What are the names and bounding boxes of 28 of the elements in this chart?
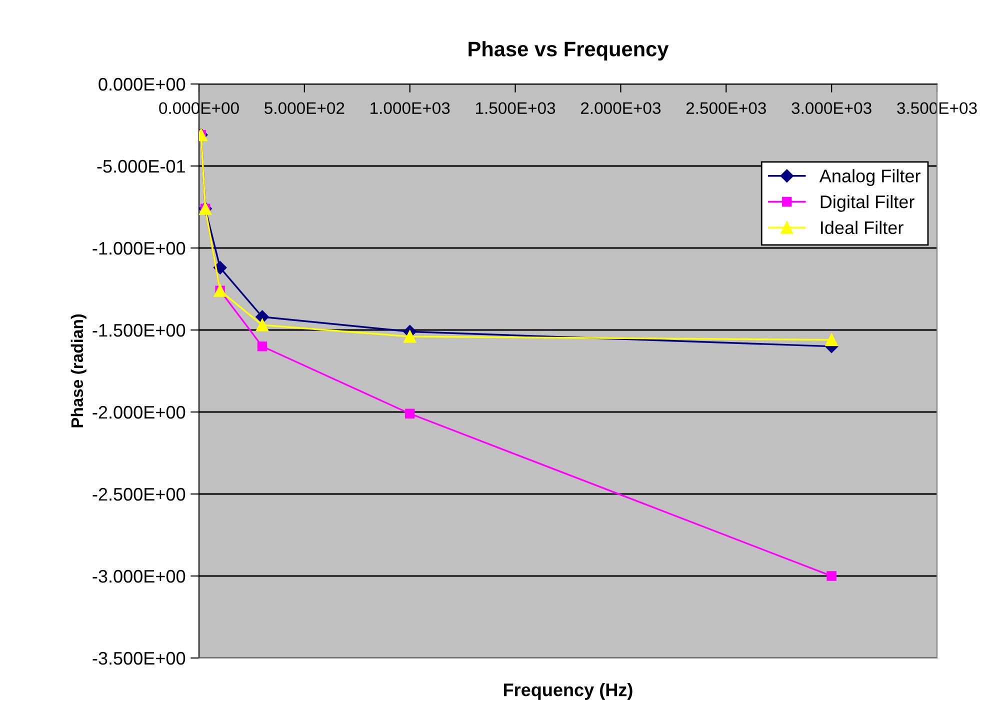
- y-tick-label: 0.000E+00: [98, 78, 186, 91]
- y-tick-label: -2.000E+00: [92, 406, 186, 419]
- x-tick-label: 2.500E+03: [686, 102, 766, 114]
- y-tick-label: -1.500E+00: [92, 324, 186, 337]
- legend-label: Analog Filter: [819, 169, 920, 186]
- x-axis-title: Frequency (Hz): [504, 683, 632, 700]
- x-tick-label: 2.000E+03: [581, 102, 661, 114]
- y-tick-label: -1.000E+00: [92, 242, 186, 255]
- point: [404, 330, 416, 343]
- point: [257, 342, 268, 352]
- x-tick-label: 3.500E+03: [897, 102, 977, 114]
- y-axis-title: Phase (radian): [70, 314, 86, 428]
- y-tick-label: -3.000E+00: [92, 570, 186, 583]
- chart-title: Phase vs Frequency: [468, 41, 669, 61]
- y-tick-label: -2.500E+00: [92, 488, 186, 501]
- y-tick-label: -5.000E-01: [97, 160, 185, 173]
- point: [404, 408, 415, 418]
- x-tick-label: 1.000E+03: [370, 102, 450, 114]
- point: [214, 261, 227, 274]
- point: [256, 318, 269, 332]
- x-tick-label: 3.000E+03: [792, 102, 872, 114]
- legend-label: Digital Filter: [820, 194, 914, 212]
- point: [825, 334, 838, 346]
- legend-label: Ideal Filter: [821, 220, 904, 234]
- x-tick-label: 1.500E+03: [476, 102, 556, 114]
- point: [826, 571, 836, 581]
- y-tick-label: -3.500E+00: [92, 652, 186, 665]
- x-tick-label: 5.000E+02: [264, 102, 344, 114]
